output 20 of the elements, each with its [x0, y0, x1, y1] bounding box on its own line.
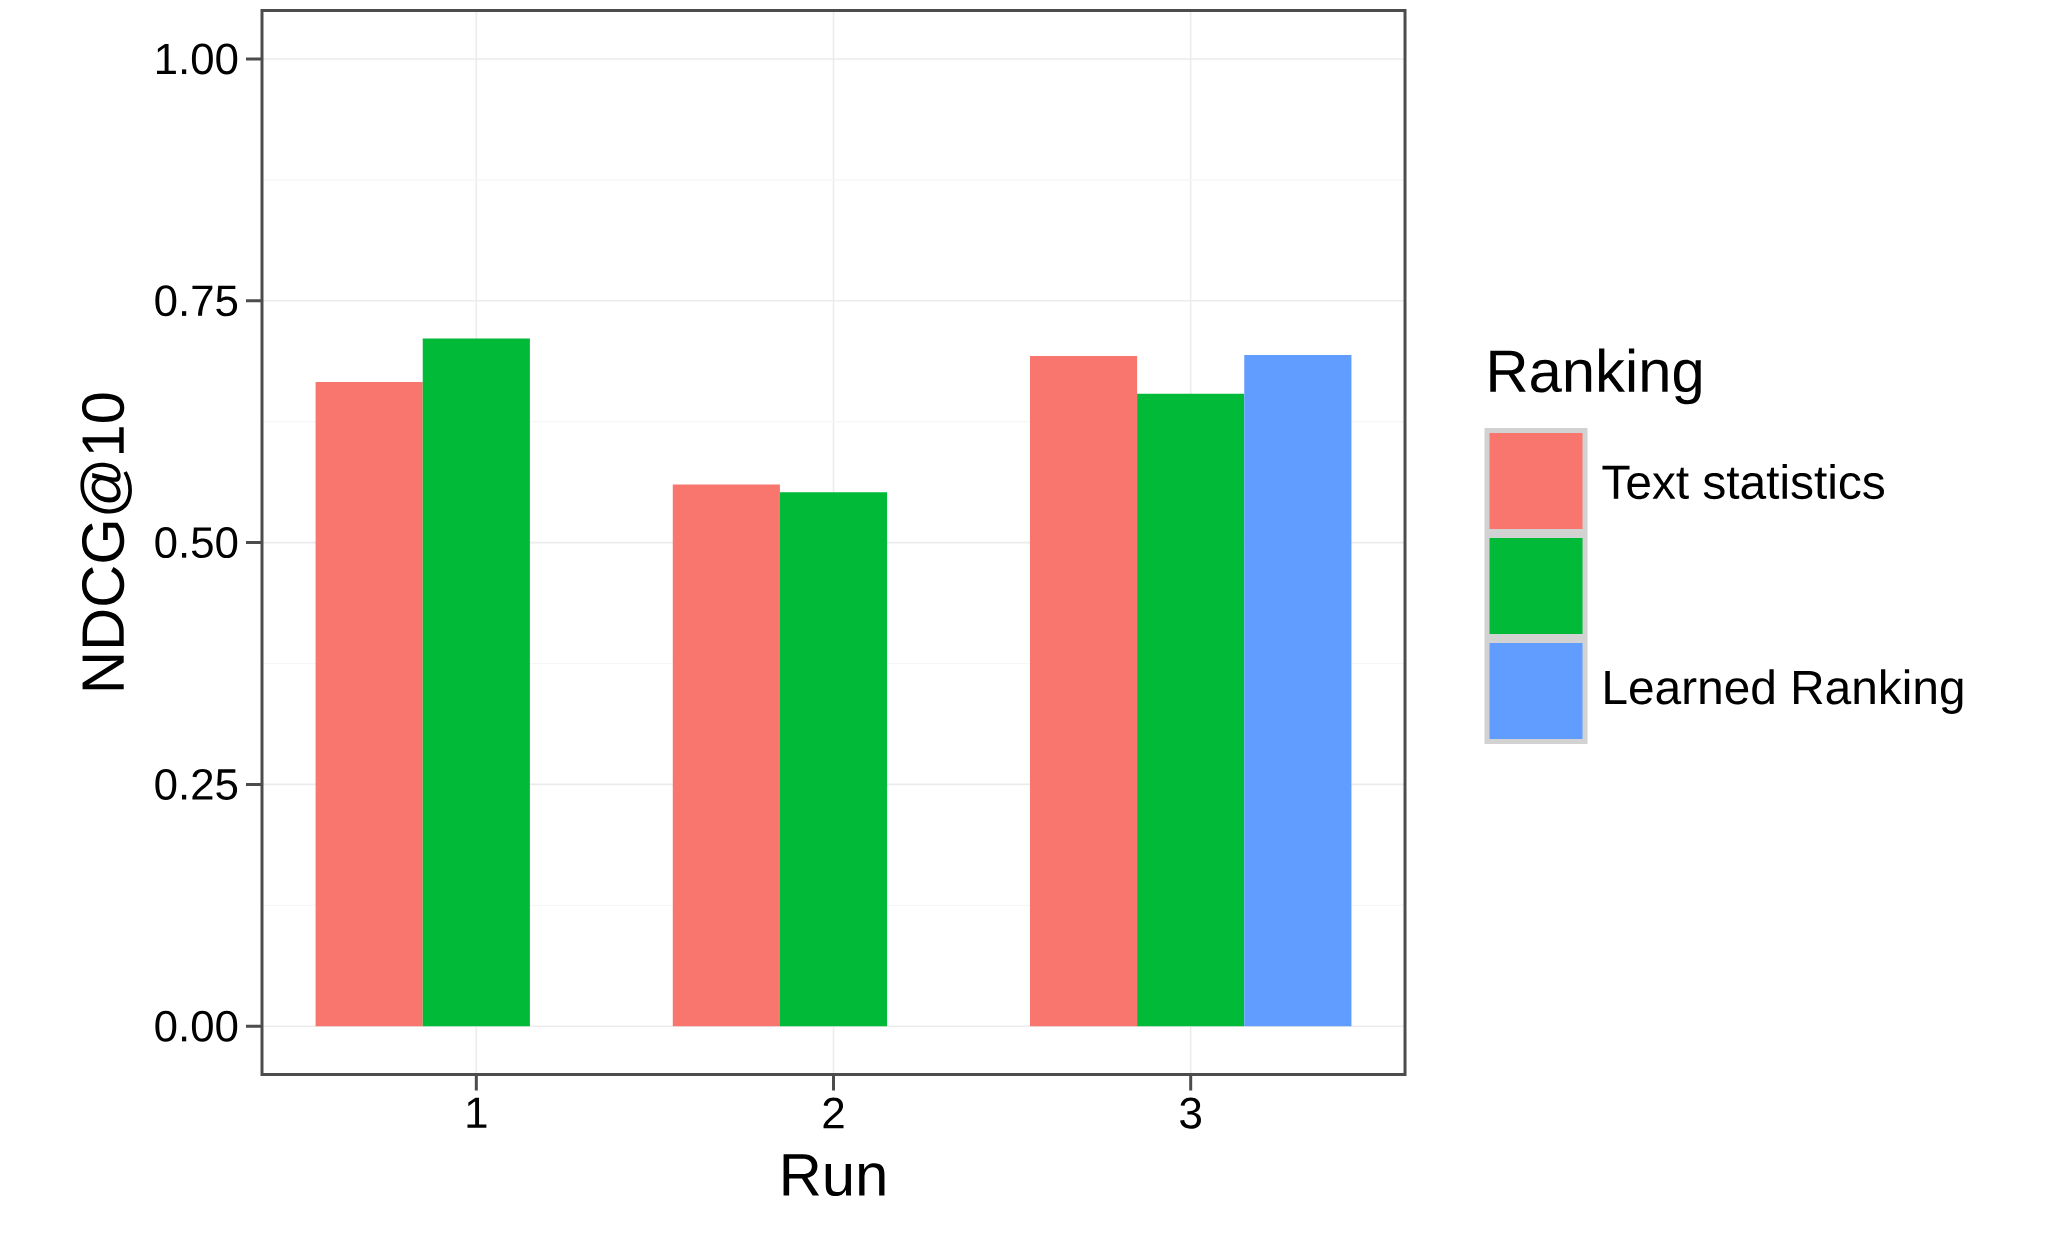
x-axis-title: Run: [783, 1154, 885, 1197]
y-tick-label: 0.50: [155, 527, 238, 559]
bar: [1244, 354, 1352, 1027]
y-axis-title: NDCG@10: [80, 393, 132, 690]
bar: [422, 338, 530, 1027]
x-tick-label: 2: [823, 1097, 844, 1129]
legend-label: Text statistics: [1602, 464, 1884, 500]
y-tick-label: 0.00: [155, 1010, 238, 1042]
legend-title: Ranking: [1490, 348, 1701, 405]
bar: [1137, 393, 1245, 1027]
legend-label: Learned Ranking: [1605, 669, 1963, 714]
x-tick-label: 3: [1180, 1097, 1201, 1129]
x-tick-label: 1: [467, 1097, 487, 1128]
bar: [672, 484, 780, 1027]
y-tick-label: 1.00: [156, 43, 238, 75]
bar: [315, 382, 423, 1027]
y-tick-label: 0.25: [155, 768, 238, 800]
bar: [779, 492, 888, 1027]
bar: [1029, 355, 1138, 1027]
y-tick-label: 0.75: [155, 285, 238, 317]
